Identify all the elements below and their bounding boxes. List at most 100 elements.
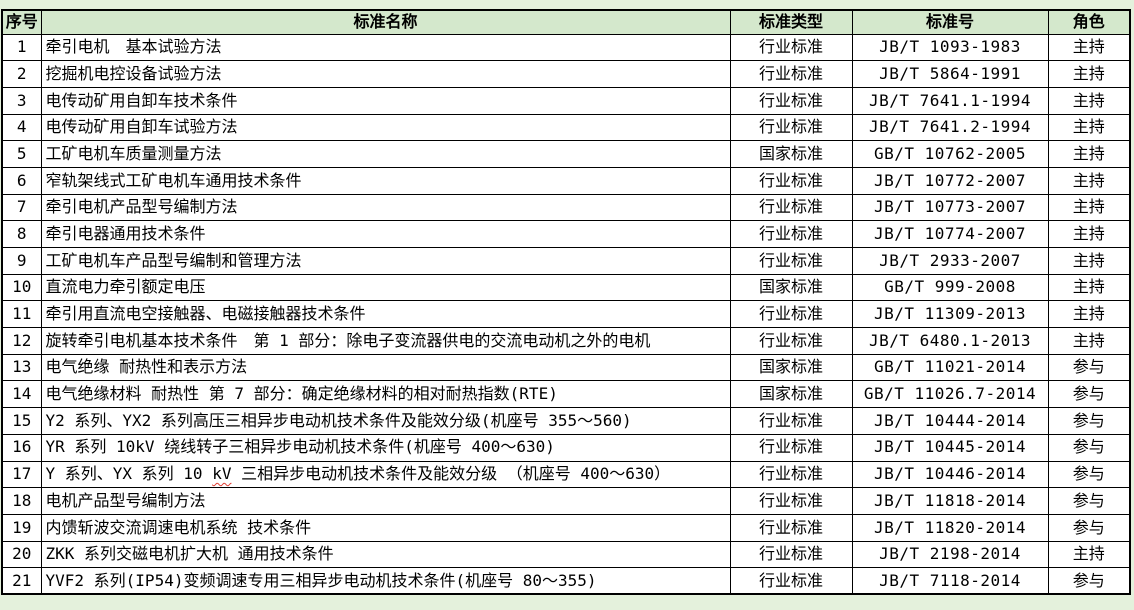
- type-cell: 国家标准: [729, 353, 853, 382]
- seq-cell: 20: [1, 540, 42, 569]
- name-cell: YR 系列 10kV 绕线转子三相异步电动机技术条件(机座号 400～630): [40, 433, 731, 462]
- table-row: 8 牵引电器通用技术条件 行业标准 JB/T 10774-2007 主持: [1, 220, 1131, 248]
- type-cell: 国家标准: [729, 380, 853, 409]
- number-cell: JB/T 11309-2013: [851, 300, 1049, 329]
- type-cell: 行业标准: [729, 487, 853, 515]
- seq-cell: 7: [1, 193, 42, 222]
- name-cell: Y 系列、YX 系列 10 kV 三相异步电动机技术条件及能效分级 （机座号 4…: [40, 460, 731, 489]
- number-cell: JB/T 6480.1-2013: [851, 327, 1049, 355]
- type-cell: 行业标准: [729, 247, 853, 275]
- number-cell: JB/T 10773-2007: [851, 193, 1049, 222]
- number-cell: JB/T 10774-2007: [851, 220, 1049, 248]
- name-cell: 电气绝缘材料 耐热性 第 7 部分：确定绝缘材料的相对耐热指数(RTE): [40, 380, 731, 409]
- type-cell: 行业标准: [729, 540, 853, 569]
- number-cell: GB/T 11026.7-2014: [851, 380, 1049, 409]
- seq-cell: 10: [1, 273, 42, 302]
- table-row: 4 电传动矿用自卸车试验方法 行业标准 JB/T 7641.2-1994 主持: [1, 113, 1131, 142]
- type-cell: 行业标准: [729, 60, 853, 88]
- type-cell: 行业标准: [729, 166, 853, 195]
- standards-table: 序号 标准名称 标准类型 标准号 角色 1 牵引电机 基本试验方法 行业标准 JB/T…: [1, 9, 1131, 596]
- seq-cell: 9: [1, 247, 42, 275]
- role-cell: 参与: [1047, 407, 1131, 435]
- role-cell: 参与: [1047, 380, 1131, 409]
- role-cell: 主持: [1047, 166, 1131, 195]
- type-cell: 行业标准: [729, 513, 853, 542]
- type-cell: 行业标准: [729, 33, 853, 62]
- role-cell: 参与: [1047, 433, 1131, 462]
- table-row: 6 窄轨架线式工矿电机车通用技术条件 行业标准 JB/T 10772-2007 主持: [1, 166, 1131, 195]
- seq-cell: 13: [1, 353, 42, 382]
- number-cell: JB/T 7118-2014: [851, 567, 1049, 595]
- name-cell: 旋转牵引电机基本技术条件 第 1 部分：除电子变流器供电的交流电动机之外的电机: [40, 327, 731, 355]
- role-cell: 主持: [1047, 140, 1131, 168]
- type-cell: 行业标准: [729, 193, 853, 222]
- table-row: 21 YVF2 系列(IP54)变频调速专用三相异步电动机技术条件(机座号 80～…: [1, 567, 1131, 595]
- type-cell: 行业标准: [729, 433, 853, 462]
- table-row: 17 Y 系列、YX 系列 10 kV 三相异步电动机技术条件及能效分级 （机座号…: [1, 460, 1131, 489]
- table-row: 19 内馈斩波交流调速电机系统 技术条件 行业标准 JB/T 11820-2014 参与: [1, 513, 1131, 542]
- role-cell: 主持: [1047, 193, 1131, 222]
- table-row: 16 YR 系列 10kV 绕线转子三相异步电动机技术条件(机座号 400～630…: [1, 433, 1131, 462]
- table-row: 12 旋转牵引电机基本技术条件 第 1 部分：除电子变流器供电的交流电动机之外的电…: [1, 327, 1131, 355]
- name-cell: YVF2 系列(IP54)变频调速专用三相异步电动机技术条件(机座号 80～35…: [40, 567, 731, 595]
- col-header-type: 标准类型: [729, 9, 853, 35]
- role-cell: 参与: [1047, 513, 1131, 542]
- role-cell: 主持: [1047, 33, 1131, 62]
- name-cell: 内馈斩波交流调速电机系统 技术条件: [40, 513, 731, 542]
- type-cell: 行业标准: [729, 220, 853, 248]
- name-cell: 电传动矿用自卸车试验方法: [40, 113, 731, 142]
- role-cell: 参与: [1047, 353, 1131, 382]
- spellcheck-underline: kV: [212, 464, 232, 484]
- seq-cell: 5: [1, 140, 42, 168]
- type-cell: 行业标准: [729, 407, 853, 435]
- table-row: 9 工矿电机车产品型号编制和管理方法 行业标准 JB/T 2933-2007 主持: [1, 247, 1131, 275]
- type-cell: 行业标准: [729, 567, 853, 595]
- table-row: 3 电传动矿用自卸车技术条件 行业标准 JB/T 7641.1-1994 主持: [1, 86, 1131, 115]
- table-row: 18 电机产品型号编制方法 行业标准 JB/T 11818-2014 参与: [1, 487, 1131, 515]
- seq-cell: 17: [1, 460, 42, 489]
- seq-cell: 1: [1, 33, 42, 62]
- name-cell: 电机产品型号编制方法: [40, 487, 731, 515]
- name-cell: 牵引电机产品型号编制方法: [40, 193, 731, 222]
- role-cell: 参与: [1047, 487, 1131, 515]
- name-cell: ZKK 系列交磁电机扩大机 通用技术条件: [40, 540, 731, 569]
- table-row: 20 ZKK 系列交磁电机扩大机 通用技术条件 行业标准 JB/T 2198-2014…: [1, 540, 1131, 569]
- number-cell: JB/T 1093-1983: [851, 33, 1049, 62]
- number-cell: JB/T 2933-2007: [851, 247, 1049, 275]
- seq-cell: 12: [1, 327, 42, 355]
- name-cell: 工矿电机车质量测量方法: [40, 140, 731, 168]
- role-cell: 主持: [1047, 273, 1131, 302]
- seq-cell: 19: [1, 513, 42, 542]
- table-row: 11 牵引用直流电空接触器、电磁接触器技术条件 行业标准 JB/T 11309-201…: [1, 300, 1131, 329]
- seq-cell: 6: [1, 166, 42, 195]
- number-cell: GB/T 11021-2014: [851, 353, 1049, 382]
- table-row: 7 牵引电机产品型号编制方法 行业标准 JB/T 10773-2007 主持: [1, 193, 1131, 222]
- type-cell: 行业标准: [729, 113, 853, 142]
- role-cell: 主持: [1047, 220, 1131, 248]
- table-row: 5 工矿电机车质量测量方法 国家标准 GB/T 10762-2005 主持: [1, 140, 1131, 168]
- type-cell: 国家标准: [729, 140, 853, 168]
- table-header-row: 序号 标准名称 标准类型 标准号 角色: [1, 9, 1131, 35]
- seq-cell: 11: [1, 300, 42, 329]
- number-cell: JB/T 10772-2007: [851, 166, 1049, 195]
- role-cell: 主持: [1047, 327, 1131, 355]
- number-cell: JB/T 10444-2014: [851, 407, 1049, 435]
- seq-cell: 15: [1, 407, 42, 435]
- number-cell: JB/T 2198-2014: [851, 540, 1049, 569]
- col-header-name: 标准名称: [40, 9, 731, 35]
- number-cell: GB/T 999-2008: [851, 273, 1049, 302]
- role-cell: 主持: [1047, 86, 1131, 115]
- col-header-seq: 序号: [1, 9, 42, 35]
- table-row: 2 挖掘机电控设备试验方法 行业标准 JB/T 5864-1991 主持: [1, 60, 1131, 88]
- role-cell: 主持: [1047, 247, 1131, 275]
- seq-cell: 2: [1, 60, 42, 88]
- col-header-role: 角色: [1047, 9, 1131, 35]
- col-header-number: 标准号: [851, 9, 1049, 35]
- number-cell: JB/T 10445-2014: [851, 433, 1049, 462]
- name-cell: 牵引电器通用技术条件: [40, 220, 731, 248]
- role-cell: 参与: [1047, 567, 1131, 595]
- name-cell: 挖掘机电控设备试验方法: [40, 60, 731, 88]
- name-cell: 电气绝缘 耐热性和表示方法: [40, 353, 731, 382]
- role-cell: 主持: [1047, 113, 1131, 142]
